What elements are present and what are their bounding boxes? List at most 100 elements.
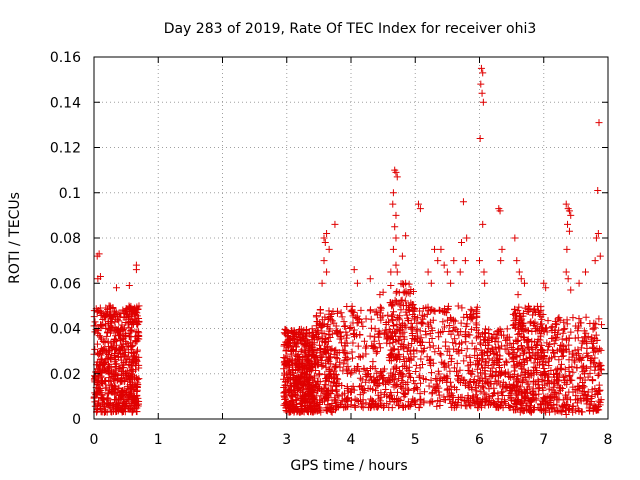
data-point [505, 350, 512, 357]
data-point [477, 135, 484, 142]
data-point [450, 257, 457, 264]
y-tick-label: 0 [72, 412, 81, 428]
data-point [579, 409, 586, 416]
data-point [513, 257, 520, 264]
data-point [457, 268, 464, 275]
x-tick-label: 1 [154, 432, 163, 448]
data-point [413, 347, 420, 354]
data-point [479, 90, 486, 97]
data-point [597, 253, 604, 260]
data-point [343, 335, 350, 342]
data-point [460, 198, 467, 205]
data-point [362, 344, 369, 351]
data-point [592, 257, 599, 264]
data-point [455, 332, 462, 339]
data-point [406, 281, 413, 288]
data-point [480, 99, 487, 106]
data-point [566, 228, 573, 235]
x-tick-label: 4 [347, 432, 356, 448]
data-point [563, 268, 570, 275]
data-point [479, 69, 486, 76]
data-point [388, 313, 395, 320]
data-point [333, 386, 340, 393]
data-point [515, 291, 522, 298]
y-tick-label: 0.16 [50, 50, 81, 66]
data-point [418, 320, 425, 327]
data-point [594, 187, 601, 194]
y-tick-label: 0.14 [50, 95, 81, 111]
data-point [339, 313, 346, 320]
data-point [458, 239, 465, 246]
data-point [583, 345, 590, 352]
data-point [476, 257, 483, 264]
x-tick-label: 6 [475, 432, 484, 448]
data-point [390, 308, 397, 315]
grid-lines [94, 57, 608, 419]
y-tick-label: 0.06 [50, 276, 81, 292]
data-point [340, 318, 347, 325]
data-point [387, 282, 394, 289]
data-point [441, 262, 448, 269]
data-point [392, 235, 399, 242]
y-tick-label: 0.02 [50, 367, 81, 383]
data-point [349, 348, 356, 355]
data-point [368, 325, 375, 332]
data-point [373, 350, 380, 357]
data-point [361, 366, 368, 373]
data-point [560, 326, 567, 333]
data-point [477, 81, 484, 88]
data-point [545, 317, 552, 324]
data-point [428, 369, 435, 376]
data-point [590, 349, 597, 356]
data-point [367, 307, 374, 314]
data-point [572, 335, 579, 342]
data-point [331, 221, 338, 228]
data-point [464, 345, 471, 352]
data-point [521, 280, 528, 287]
data-point [338, 339, 345, 346]
data-point [497, 257, 504, 264]
data-point [377, 344, 384, 351]
data-point [431, 246, 438, 253]
data-point [415, 201, 422, 208]
data-point [582, 268, 589, 275]
data-point [389, 201, 396, 208]
data-point [113, 284, 120, 291]
data-point [567, 287, 574, 294]
x-tick-label: 7 [539, 432, 548, 448]
data-point [563, 201, 570, 208]
x-tick-label: 3 [282, 432, 291, 448]
data-point [504, 325, 511, 332]
data-point [516, 268, 523, 275]
data-point [353, 367, 360, 374]
data-point [593, 235, 600, 242]
data-point [567, 212, 574, 219]
data-point [321, 381, 328, 388]
data-point [591, 367, 598, 374]
data-point [419, 319, 426, 326]
data-point [368, 316, 375, 323]
data-point [354, 280, 361, 287]
data-point [387, 268, 394, 275]
data-point [441, 323, 448, 330]
data-point [355, 353, 362, 360]
y-tick-labels: 0 0.02 0.04 0.06 0.08 0.1 0.12 0.14 0.16 [50, 50, 81, 428]
data-point [343, 303, 350, 310]
data-point [393, 290, 400, 297]
data-point [389, 404, 396, 411]
data-point [466, 332, 473, 339]
data-point [596, 119, 603, 126]
data-point [326, 246, 333, 253]
y-tick-label: 0.04 [50, 322, 81, 338]
data-point [438, 351, 445, 358]
data-point [498, 246, 505, 253]
data-point [356, 331, 363, 338]
data-point [394, 173, 401, 180]
data-point [503, 358, 510, 365]
data-point [115, 317, 122, 324]
data-point [557, 342, 564, 349]
data-point [321, 257, 328, 264]
data-point [447, 280, 454, 287]
data-point [392, 212, 399, 219]
data-point [565, 275, 572, 282]
